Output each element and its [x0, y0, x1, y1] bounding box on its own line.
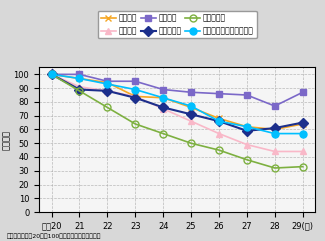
対歩行者 — [273, 105, 277, 107]
対自動車 — [273, 128, 277, 131]
対自動車 — [301, 122, 305, 125]
対歩行者 — [161, 88, 165, 91]
対二輪車 — [105, 89, 109, 92]
自転車関係交通事故件数 — [301, 132, 305, 135]
自転車単独 — [133, 122, 137, 125]
自転車相互 — [77, 88, 81, 91]
対歩行者 — [105, 80, 109, 83]
自転車相互 — [133, 96, 137, 99]
自転車相互 — [273, 127, 277, 129]
自転車関係交通事故件数 — [105, 83, 109, 86]
自転車相互 — [161, 106, 165, 109]
対二輪車 — [50, 73, 54, 76]
自転車単独 — [77, 89, 81, 92]
自転車関係交通事故件数 — [273, 132, 277, 135]
自転車単独 — [217, 149, 221, 152]
対二輪車 — [161, 107, 165, 110]
対歩行者 — [301, 91, 305, 94]
対歩行者 — [217, 92, 221, 95]
対自動車 — [245, 125, 249, 128]
自転車単独 — [245, 158, 249, 161]
自転車相互 — [105, 89, 109, 92]
対二輪車 — [245, 143, 249, 146]
自転車単独 — [50, 73, 54, 76]
自転車単独 — [301, 165, 305, 168]
自転車関係交通事故件数 — [217, 120, 221, 123]
対自動車 — [77, 77, 81, 80]
自転車関係交通事故件数 — [245, 125, 249, 128]
自転車単独 — [273, 167, 277, 169]
Line: 対二輪車: 対二輪車 — [48, 71, 306, 155]
Y-axis label: （指数）: （指数） — [2, 130, 11, 150]
自転車相互 — [50, 73, 54, 76]
対二輪車 — [301, 150, 305, 153]
対歩行者 — [245, 94, 249, 96]
対二輪車 — [217, 132, 221, 135]
自転車単独 — [105, 106, 109, 109]
自転車関係交通事故件数 — [133, 88, 137, 91]
自転車相互 — [189, 113, 193, 116]
Legend: 対自動車, 対二輪車, 対歩行者, 自転車相互, 自転車単独, 自転車関係交通事故件数: 対自動車, 対二輪車, 対歩行者, 自転車相互, 自転車単独, 自転車関係交通事… — [98, 11, 257, 39]
Text: 注１：指数は、20年を100とした場合の値である。: 注１：指数は、20年を100とした場合の値である。 — [6, 233, 101, 239]
対二輪車 — [273, 150, 277, 153]
対二輪車 — [189, 120, 193, 123]
Line: 対自動車: 対自動車 — [48, 71, 306, 133]
対自動車 — [133, 95, 137, 98]
自転車相互 — [217, 120, 221, 123]
自転車単独 — [189, 142, 193, 145]
自転車関係交通事故件数 — [189, 105, 193, 107]
Line: 自転車相互: 自転車相互 — [48, 71, 306, 134]
対歩行者 — [77, 73, 81, 76]
Line: 自転車関係交通事故件数: 自転車関係交通事故件数 — [48, 71, 306, 137]
対自動車 — [189, 106, 193, 109]
対自動車 — [50, 73, 54, 76]
対自動車 — [105, 81, 109, 84]
自転車関係交通事故件数 — [161, 96, 165, 99]
自転車相互 — [301, 121, 305, 124]
対二輪車 — [133, 95, 137, 98]
対歩行者 — [133, 80, 137, 83]
自転車関係交通事故件数 — [77, 77, 81, 80]
Line: 対歩行者: 対歩行者 — [48, 71, 306, 109]
自転車単独 — [161, 132, 165, 135]
自転車関係交通事故件数 — [50, 73, 54, 76]
Line: 自転車単独: 自転車単独 — [48, 71, 306, 172]
対自動車 — [161, 96, 165, 99]
対歩行者 — [189, 91, 193, 94]
対自動車 — [217, 117, 221, 120]
対歩行者 — [50, 73, 54, 76]
自転車相互 — [245, 129, 249, 132]
対二輪車 — [77, 85, 81, 88]
